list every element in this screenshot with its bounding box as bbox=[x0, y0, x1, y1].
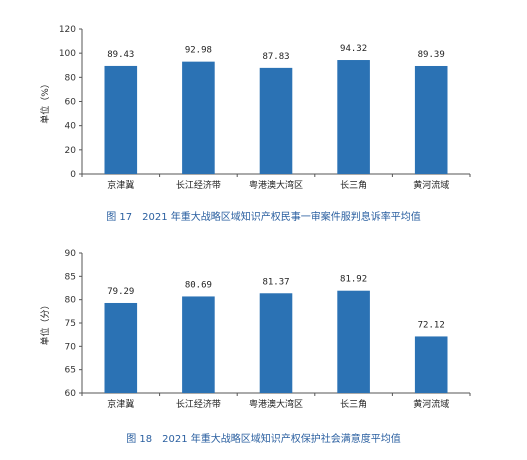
y-tick-label: 20 bbox=[65, 146, 77, 156]
data-label: 94.32 bbox=[340, 44, 367, 54]
chart-figure-18: 60 65 70 75 80 85 90 79.29 京津冀 80.69 长江经济带 81.37 粤港澳… bbox=[0, 240, 527, 460]
category-label: 长三角 bbox=[340, 398, 367, 410]
category-label: 京津冀 bbox=[107, 398, 134, 410]
category-label: 长江经济带 bbox=[176, 398, 221, 410]
y-tick-label: 100 bbox=[59, 49, 76, 59]
bar bbox=[337, 290, 370, 393]
y-tick-label: 60 bbox=[65, 389, 77, 399]
bar bbox=[104, 65, 138, 174]
y-tick-label: 75 bbox=[65, 319, 76, 329]
category-label: 长三角 bbox=[340, 179, 367, 191]
bar bbox=[337, 60, 370, 174]
category-label: 粤港澳大湾区 bbox=[249, 179, 303, 191]
category-label: 京津冀 bbox=[107, 179, 134, 191]
y-tick-label: 120 bbox=[59, 25, 76, 35]
y-tick-label: 65 bbox=[65, 366, 76, 376]
chart-18-svg: 60 65 70 75 80 85 90 79.29 京津冀 80.69 长江经济带 81.37 粤港澳… bbox=[39, 249, 471, 410]
chart-17-caption: 图 17 2021 年重大战略区域知识产权民事一审案件服判息诉率平均值 bbox=[106, 212, 421, 223]
y-tick-label: 40 bbox=[65, 122, 77, 132]
bar bbox=[259, 293, 293, 393]
chart-figure-17: 0 20 40 60 80 100 120 89.43 京津冀 92.98 长江经济带 87.83 粤港… bbox=[39, 25, 471, 223]
data-label: 89.39 bbox=[418, 50, 445, 60]
category-label: 黄河流域 bbox=[413, 179, 449, 191]
category-label: 粤港澳大湾区 bbox=[249, 398, 303, 410]
y-axis-label: 单位（分） bbox=[39, 300, 51, 345]
bar bbox=[182, 61, 215, 174]
data-label: 89.43 bbox=[107, 50, 134, 60]
data-label: 81.37 bbox=[262, 277, 289, 287]
data-label: 80.69 bbox=[185, 280, 212, 290]
chart-17-svg: 0 20 40 60 80 100 120 89.43 京津冀 92.98 长江经济带 87.83 粤港… bbox=[39, 25, 471, 191]
bar bbox=[414, 65, 448, 174]
y-axis-label: 单位（%） bbox=[39, 79, 51, 124]
data-label: 92.98 bbox=[185, 46, 212, 56]
data-label: 72.12 bbox=[418, 320, 445, 330]
y-tick-label: 70 bbox=[65, 342, 77, 352]
bar bbox=[104, 302, 138, 393]
category-label: 长江经济带 bbox=[176, 179, 221, 191]
bar bbox=[182, 296, 215, 393]
y-tick-label: 80 bbox=[65, 296, 77, 306]
chart-18-caption: 图 18 2021 年重大战略区域知识产权保护社会满意度平均值 bbox=[126, 434, 401, 445]
bar bbox=[259, 67, 293, 174]
data-label: 87.83 bbox=[262, 52, 289, 62]
bar bbox=[414, 336, 448, 393]
category-label: 黄河流域 bbox=[413, 398, 449, 410]
y-tick-label: 60 bbox=[65, 98, 77, 108]
y-tick-label: 80 bbox=[65, 73, 77, 83]
data-label: 81.92 bbox=[340, 275, 367, 285]
data-label: 79.29 bbox=[107, 287, 134, 297]
y-tick-label: 90 bbox=[65, 249, 77, 259]
y-tick-label: 0 bbox=[70, 170, 76, 180]
y-tick-label: 85 bbox=[65, 272, 76, 282]
